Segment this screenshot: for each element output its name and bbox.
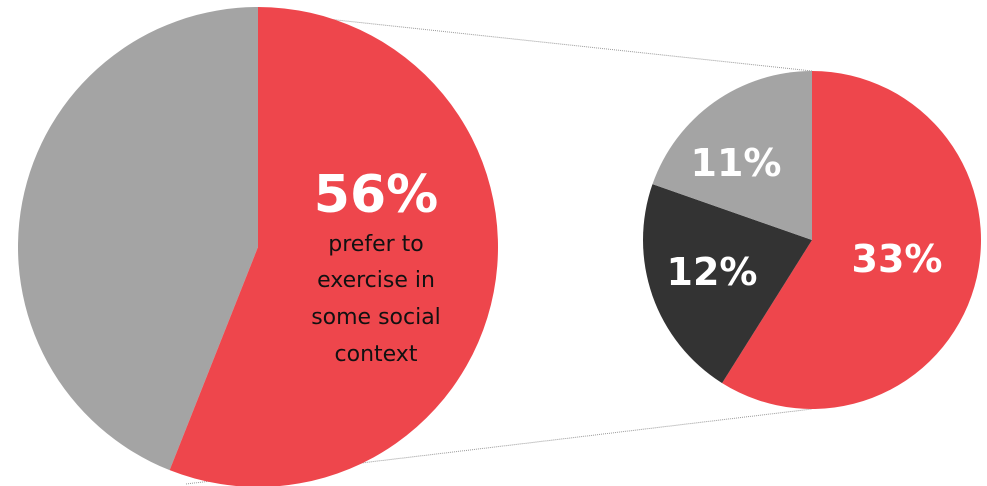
callout-line-1: prefer to	[328, 232, 423, 257]
large-pie	[17, 7, 498, 486]
small-pie-label-gray: 11%	[691, 141, 782, 185]
callout-line-4: context	[335, 342, 418, 367]
small-pie-label-dark: 12%	[667, 250, 758, 294]
small-pie-label-red: 33%	[852, 237, 943, 281]
large-pie-slice-red	[169, 7, 498, 486]
small-pie-slice-gray	[652, 71, 812, 240]
large-pie-slice-gray	[17, 7, 258, 471]
callout-line-2: exercise in	[317, 268, 435, 293]
small-pie-slice-dark	[643, 184, 812, 384]
small-pie-slice-red	[722, 71, 982, 409]
small-pie	[643, 71, 982, 409]
connector-line-top	[261, 11, 813, 72]
large-pie-percent-label: 56%	[314, 165, 438, 225]
callout-line-3: some social	[311, 305, 441, 330]
